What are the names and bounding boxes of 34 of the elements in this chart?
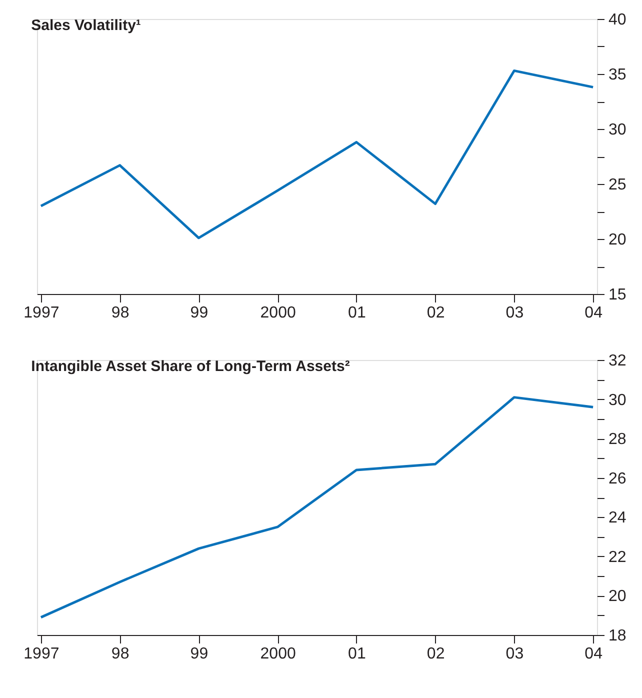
x-tick-label: 98 <box>111 646 130 662</box>
y-tick-label: 15 <box>608 286 626 304</box>
x-tick-label: 03 <box>506 304 524 322</box>
y-tick-label: 35 <box>608 66 626 84</box>
y-tick-label: 20 <box>608 232 626 248</box>
x-tick-label: 02 <box>426 646 445 662</box>
chart-title: Intangible Asset Share of Long-Term Assets² <box>31 358 350 375</box>
y-tick-label: 30 <box>608 122 626 138</box>
y-tick-label: 32 <box>608 352 626 370</box>
y-tick-label: 30 <box>608 392 626 409</box>
x-tick-label: 99 <box>190 646 208 662</box>
x-tick-label: 02 <box>426 304 445 322</box>
x-tick-label: 01 <box>348 646 366 662</box>
y-tick-label: 24 <box>608 510 626 527</box>
y-tick-label: 22 <box>608 548 626 566</box>
x-tick-label: 99 <box>190 304 208 322</box>
y-tick-label: 20 <box>608 588 626 606</box>
y-tick-label: 28 <box>608 431 626 448</box>
x-tick-label: 2000 <box>260 646 296 662</box>
x-tick-label: 04 <box>584 646 603 662</box>
x-tick-label: 98 <box>111 304 130 322</box>
x-tick-label: 1997 <box>24 646 60 662</box>
x-tick-label: 1997 <box>24 304 60 322</box>
x-tick-label: 03 <box>506 646 524 662</box>
x-tick-label: 2000 <box>260 304 296 322</box>
line-series <box>40 69 594 240</box>
x-tick-label: 04 <box>584 304 603 322</box>
line-series <box>40 396 594 619</box>
y-tick-label: 18 <box>608 628 626 644</box>
y-tick-label: 40 <box>608 12 626 28</box>
x-tick-label: 01 <box>348 304 366 322</box>
y-tick-label: 26 <box>608 470 626 488</box>
chart-title: Sales Volatility¹ <box>31 17 141 34</box>
y-tick-label: 25 <box>608 176 626 194</box>
